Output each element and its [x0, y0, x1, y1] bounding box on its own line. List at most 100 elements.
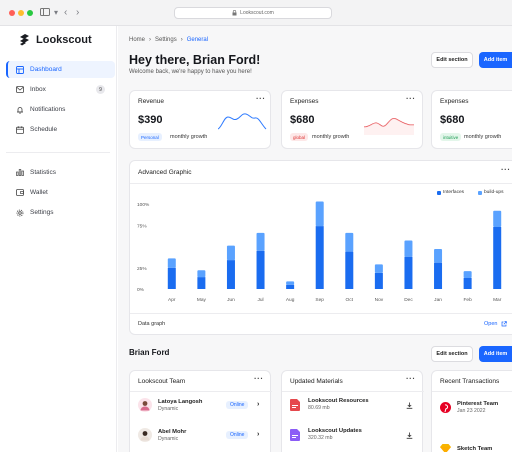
inbox-icon [16, 86, 24, 93]
pdf-file-icon [290, 398, 300, 411]
dashboard-icon [16, 65, 24, 74]
lookscout-logo-icon [20, 34, 29, 46]
sidebar-item-notifications[interactable]: Notifications [6, 101, 115, 118]
close-window-icon[interactable] [9, 10, 15, 16]
bar-interfaces[interactable] [345, 251, 354, 289]
pinterest-icon [440, 402, 451, 413]
status-badge: Online [226, 431, 249, 439]
breadcrumb-settings[interactable]: Settings [155, 37, 177, 43]
sidebar-item-schedule[interactable]: Schedule [6, 121, 115, 138]
bar-interfaces[interactable] [374, 272, 383, 289]
dropdown-chevron-icon[interactable]: ▾ [54, 8, 59, 17]
more-options-icon[interactable]: ··· [501, 165, 511, 174]
bar-build-ups[interactable] [493, 210, 502, 227]
bar-build-ups[interactable] [345, 232, 354, 252]
edit-section-button-2[interactable]: Edit section [431, 346, 473, 362]
section-title: Brian Ford [129, 348, 170, 357]
breadcrumb-general[interactable]: General [186, 37, 209, 43]
app-logo[interactable]: Lookscout [18, 33, 92, 46]
sidebar-item-label: Statistics [30, 169, 57, 176]
transaction-name: Pinterest Team [457, 401, 499, 407]
sidebar-item-dashboard[interactable]: Dashboard [6, 61, 115, 78]
page-title: Hey there, Brian Ford! [129, 53, 261, 67]
calendar-icon [16, 125, 24, 134]
avatar [138, 398, 152, 412]
bar-build-ups[interactable] [434, 249, 443, 263]
member-name: Abel Mohr [158, 428, 187, 435]
download-icon[interactable] [406, 432, 413, 439]
bar-build-ups[interactable] [315, 201, 324, 227]
kpi-tag: global [290, 133, 309, 141]
bar-interfaces[interactable] [226, 260, 235, 289]
sidebar-item-inbox[interactable]: Inbox 9 [6, 81, 115, 98]
back-arrow-icon[interactable]: ‹ [64, 7, 68, 18]
bar-build-ups[interactable] [226, 245, 235, 261]
team-card: Lookscout Team ··· Latoya Langosh Dynami… [129, 370, 272, 452]
more-options-icon[interactable]: ··· [254, 374, 264, 383]
breadcrumb-home[interactable]: Home [129, 37, 146, 43]
bar-interfaces[interactable] [404, 256, 413, 289]
inbox-count-badge: 9 [96, 85, 105, 94]
x-tick-label: Sep [315, 297, 324, 303]
sidebar-item-statistics[interactable]: Statistics [6, 164, 115, 181]
bar-build-ups[interactable] [197, 270, 206, 278]
kpi-title: Revenue [138, 98, 165, 105]
sidebar-item-label: Inbox [30, 86, 46, 93]
bar-build-ups[interactable] [256, 232, 265, 251]
material-row[interactable]: Lookscout Resources 80.69 mb [290, 398, 369, 411]
x-tick-label: Mar [493, 297, 502, 303]
bar-interfaces[interactable] [463, 277, 472, 289]
transaction-row[interactable]: Sketch Team [440, 443, 492, 452]
chevron-right-icon[interactable]: › [257, 431, 260, 438]
url-text: Lookscout.com [240, 10, 274, 16]
bar-interfaces[interactable] [434, 262, 443, 289]
bar-interfaces[interactable] [286, 284, 295, 289]
bar-build-ups[interactable] [404, 240, 413, 257]
download-icon[interactable] [406, 402, 413, 409]
revenue-sparkline [218, 113, 267, 130]
more-options-icon[interactable]: ··· [406, 374, 416, 383]
open-link[interactable]: Open [484, 321, 508, 327]
card-divider [432, 391, 512, 392]
breadcrumb: Home › Settings › General [129, 37, 208, 43]
edit-section-button[interactable]: Edit section [431, 52, 473, 68]
team-member-row[interactable]: Latoya Langosh Dynamic [138, 398, 202, 412]
transaction-row[interactable]: Pinterest Team Jan 23 2022 [440, 401, 498, 414]
sidebar-toggle-icon[interactable] [40, 8, 50, 19]
kpi-value: $390 [138, 114, 163, 126]
legend-interfaces: Interfaces [437, 190, 464, 195]
bar-interfaces[interactable] [256, 250, 265, 289]
chevron-right-icon[interactable]: › [257, 401, 260, 408]
sidebar-item-settings[interactable]: Settings [6, 204, 115, 221]
x-tick-label: Nov [375, 297, 384, 303]
breadcrumb-separator-icon: › [149, 37, 152, 43]
bar-interfaces[interactable] [197, 277, 206, 289]
expenses-sparkline [364, 118, 414, 135]
kpi-value: $680 [290, 114, 315, 126]
y-tick-label: 75% [137, 223, 147, 229]
member-name: Latoya Langosh [158, 398, 203, 405]
bar-interfaces[interactable] [167, 267, 176, 289]
address-bar[interactable]: Lookscout.com [174, 7, 332, 19]
add-item-button[interactable]: Add item [479, 52, 512, 68]
bar-build-ups[interactable] [286, 281, 295, 285]
add-item-button-2[interactable]: Add item [479, 346, 512, 362]
bar-build-ups[interactable] [374, 264, 383, 273]
team-member-row[interactable]: Abel Mohr Dynamic [138, 428, 186, 442]
kpi-title: Expenses [440, 98, 469, 105]
x-tick-label: Jul [257, 297, 263, 303]
minimize-window-icon[interactable] [18, 10, 24, 16]
bar-interfaces[interactable] [315, 226, 324, 289]
bar-build-ups[interactable] [463, 271, 472, 278]
transaction-date: Jan 23 2022 [457, 408, 486, 414]
forward-arrow-icon[interactable]: › [76, 7, 80, 18]
gear-icon [16, 209, 24, 216]
material-row[interactable]: Lookscout Updates 320.32 mb [290, 428, 362, 441]
bar-interfaces[interactable] [493, 226, 502, 289]
bar-build-ups[interactable] [167, 258, 176, 268]
more-options-icon[interactable]: ··· [256, 94, 266, 103]
maximize-window-icon[interactable] [27, 10, 33, 16]
kpi-note: monthly growth [312, 134, 350, 140]
more-options-icon[interactable]: ··· [406, 94, 416, 103]
sidebar-item-wallet[interactable]: Wallet [6, 184, 115, 201]
